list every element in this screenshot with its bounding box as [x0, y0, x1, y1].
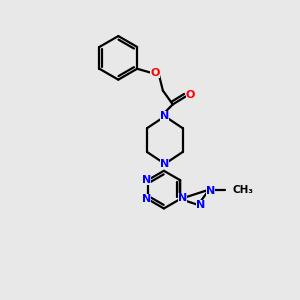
Text: N: N — [160, 159, 170, 169]
Text: O: O — [150, 68, 160, 78]
Text: N: N — [196, 200, 206, 210]
Text: N: N — [160, 111, 170, 121]
Text: N: N — [142, 175, 151, 185]
Text: N: N — [142, 194, 151, 204]
Text: N: N — [178, 193, 187, 203]
Text: O: O — [186, 89, 195, 100]
Text: N: N — [206, 186, 215, 196]
Text: CH₃: CH₃ — [233, 184, 254, 195]
